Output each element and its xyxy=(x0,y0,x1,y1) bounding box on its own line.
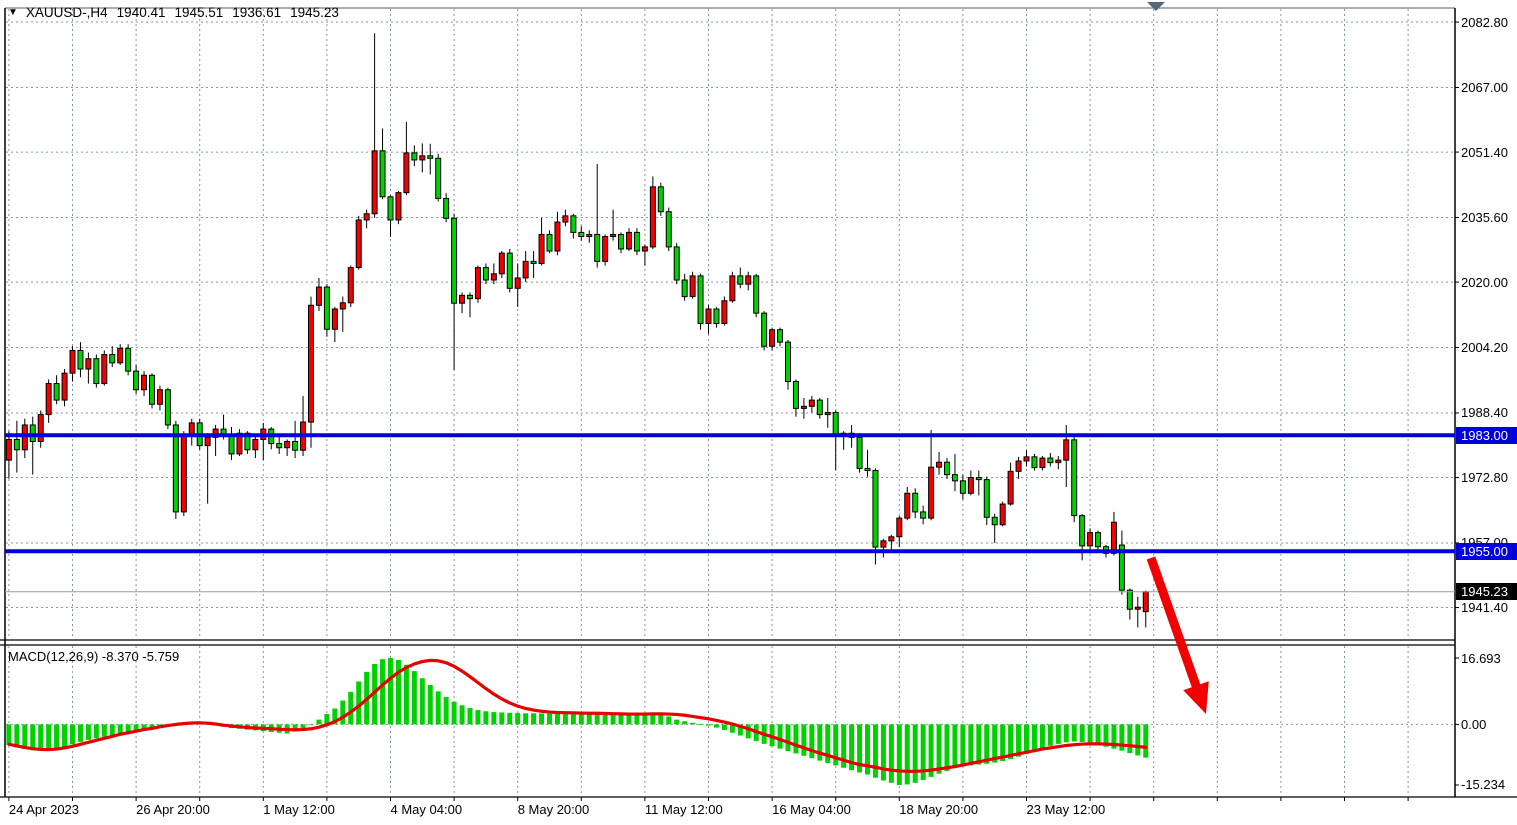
price-tick-label: 2020.00 xyxy=(1461,274,1508,290)
chart-frame xyxy=(0,7,1517,798)
time-tick-label: 23 May 12:00 xyxy=(1026,802,1106,817)
ohlc-close: 1945.23 xyxy=(290,4,339,20)
ohlc-open: 1940.41 xyxy=(116,4,166,20)
ohlc-low: 1936.61 xyxy=(232,4,282,20)
macd-histogram xyxy=(6,658,1149,785)
macd-indicator-label: MACD(12,26,9) -8.370 -5.759 xyxy=(8,649,180,664)
chart-title: ▼ XAUUSD-,H4 1940.41 1945.51 1936.61 194… xyxy=(8,3,339,21)
time-tick-label: 18 May 20:00 xyxy=(899,802,979,817)
macd-tick-label: 0.00 xyxy=(1461,716,1487,732)
price-tick-label: 2067.00 xyxy=(1461,79,1508,95)
price-tick-label: 2082.80 xyxy=(1461,14,1508,30)
time-tick-label: 11 May 12:00 xyxy=(644,802,723,817)
time-tick-label: 16 May 04:00 xyxy=(772,802,851,817)
symbol-dropdown-icon[interactable]: ▼ xyxy=(8,6,18,18)
resistance-price-badge: 1983.00 xyxy=(1456,426,1517,444)
time-tick-label: 8 May 20:00 xyxy=(517,802,590,817)
candles[interactable] xyxy=(5,33,1149,628)
price-tick-label: 1988.40 xyxy=(1461,405,1508,421)
chart-shift-marker[interactable] xyxy=(1147,2,1165,11)
support-price-badge: 1955.00 xyxy=(1456,542,1517,560)
trend-arrow-annotation[interactable] xyxy=(1146,556,1209,714)
time-tick-label: 1 May 12:00 xyxy=(263,802,335,817)
price-tick-label: 2035.60 xyxy=(1461,209,1508,225)
grid-lines xyxy=(6,9,1459,801)
ohlc-high: 1945.51 xyxy=(174,4,224,20)
time-tick-label: 26 Apr 20:00 xyxy=(136,802,210,817)
time-tick-label: 24 Apr 2023 xyxy=(8,802,80,817)
price-tick-label: 1972.80 xyxy=(1461,470,1508,486)
support-resistance-lines[interactable] xyxy=(5,433,1455,554)
time-tick-label: 4 May 04:00 xyxy=(390,802,463,817)
price-tick-label: 2051.40 xyxy=(1461,144,1508,160)
macd-signal-line xyxy=(7,658,1148,773)
symbol-timeframe: XAUUSD-,H4 xyxy=(25,4,108,20)
price-tick-label: 2004.20 xyxy=(1461,340,1508,355)
current-price-badge: 1945.23 xyxy=(1456,583,1517,601)
price-tick-label: 1941.40 xyxy=(1461,600,1508,616)
macd-tick-label: 16.693 xyxy=(1461,650,1501,666)
macd-tick-label: -15.234 xyxy=(1461,777,1506,793)
